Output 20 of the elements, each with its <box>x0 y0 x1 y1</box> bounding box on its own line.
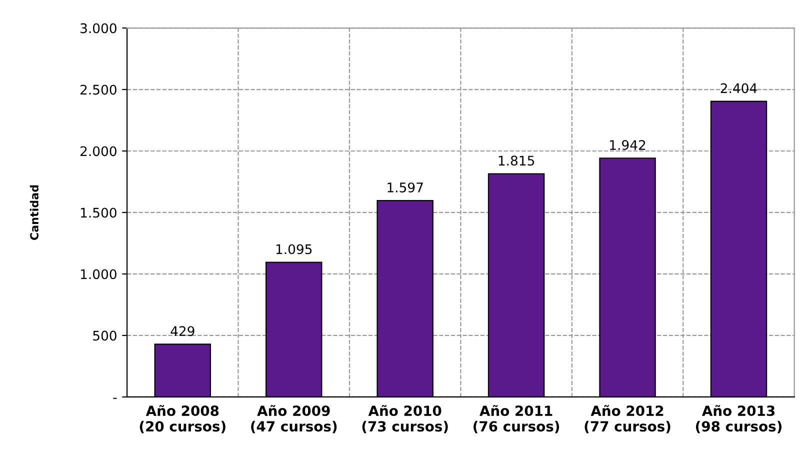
y-tick-label: 2.000 <box>80 146 116 156</box>
data-label: 1.942 <box>610 140 646 150</box>
y-tick-label: 2.500 <box>80 84 116 95</box>
y-tick-label: 500 <box>93 330 116 341</box>
data-label: 2.404 <box>720 83 757 94</box>
x-tick-label: Año 2012 (77 cursos) <box>584 405 670 434</box>
data-label: 1.597 <box>388 182 423 192</box>
x-tick-label: Año 2010 (73 cursos) <box>362 405 448 434</box>
y-axis-title: Cantidad <box>30 185 38 240</box>
data-label: 1.095 <box>276 244 312 254</box>
x-tick-label: Año 2011 (76 cursos) <box>474 405 560 434</box>
data-label: 1.815 <box>498 156 534 166</box>
y-tick-label: 1.000 <box>80 269 116 280</box>
y-tick-label: - <box>113 398 117 399</box>
x-tick-label: Año 2009 (47 cursos) <box>251 405 337 434</box>
y-tick-label: 1.500 <box>80 208 116 218</box>
data-label: 429 <box>170 326 194 336</box>
x-tick-label: Año 2008 (20 cursos) <box>140 405 226 434</box>
x-tick-label: Año 2013 (98 cursos) <box>696 405 782 434</box>
y-tick-label: 3.000 <box>80 23 116 34</box>
